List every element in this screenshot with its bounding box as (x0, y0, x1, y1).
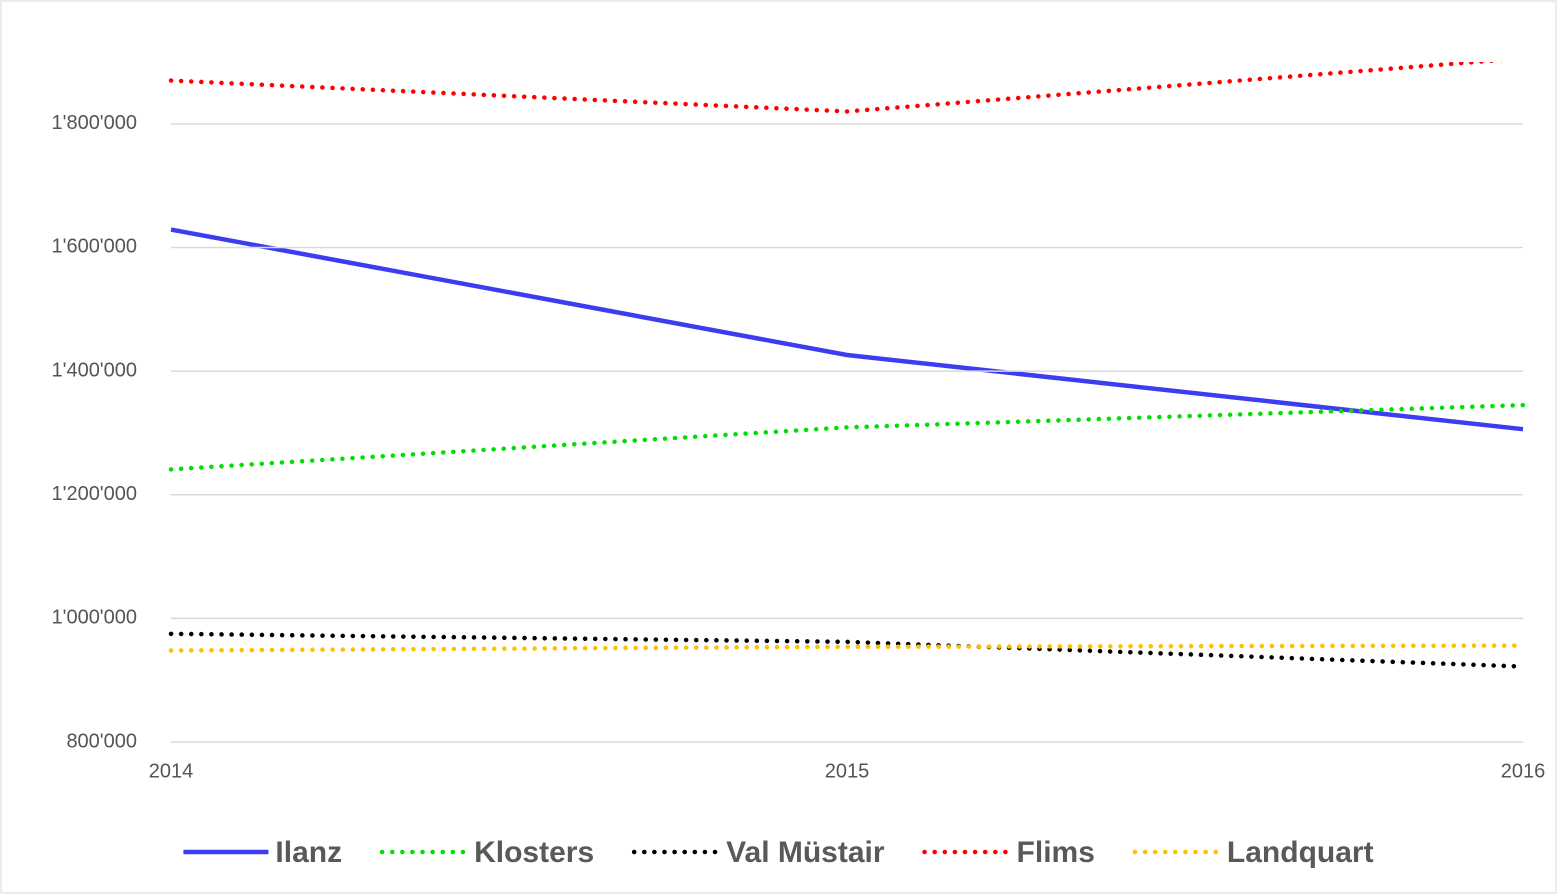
x-tick-label: 2015 (825, 760, 870, 782)
series-line (168, 402, 1526, 472)
series-line (168, 631, 1526, 669)
y-tick-label: 1'600'000 (52, 236, 138, 258)
series-line (170, 227, 1524, 432)
y-tick-label: 1'800'000 (52, 112, 138, 134)
x-tick-label: 2016 (1501, 760, 1546, 782)
y-tick-label: 1'000'000 (52, 607, 138, 629)
plot-lines (168, 62, 1526, 669)
legend-label: Flims (1017, 836, 1095, 869)
legend-label: Ilanz (275, 836, 342, 869)
y-tick-label: 1'200'000 (52, 483, 138, 505)
legend: Ilanz Klosters Val Müstair Flims Landquart (183, 836, 1374, 869)
y-tick-label: 1'400'000 (52, 359, 138, 381)
series-line (168, 62, 1505, 114)
y-tick-label: 800'000 (66, 730, 137, 752)
x-tick-label: 2014 (149, 760, 194, 782)
legend-label: Landquart (1227, 836, 1374, 869)
series-line (168, 643, 1526, 653)
legend-label: Klosters (474, 836, 594, 869)
legend-label: Val Müstair (726, 836, 885, 869)
